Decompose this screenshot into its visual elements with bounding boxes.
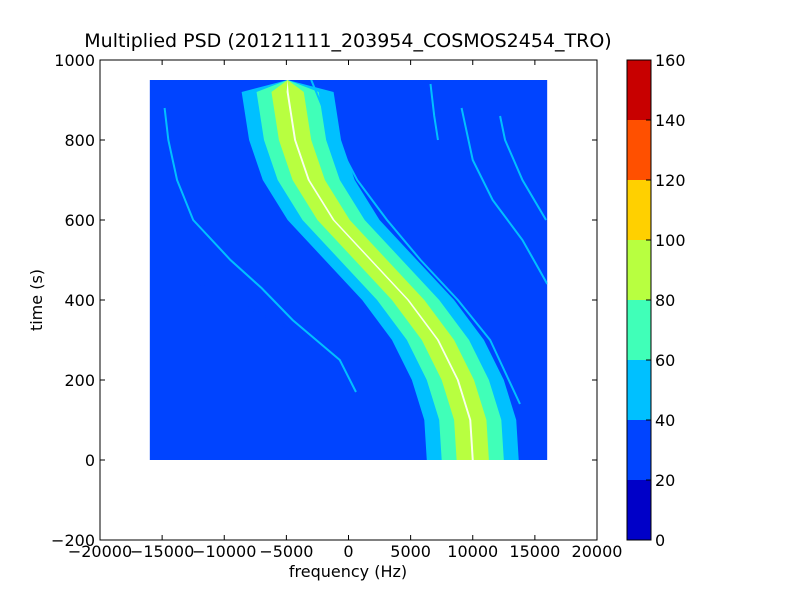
heatmap-layer	[149, 80, 548, 460]
x-tick-label: 5000	[390, 542, 431, 561]
colorbar-tick-label: 20	[655, 471, 675, 490]
y-tick-label: 0	[85, 451, 95, 470]
colorbar-segment	[627, 180, 651, 240]
y-tick-label: 1000	[54, 51, 95, 70]
colorbar-segment	[627, 120, 651, 180]
x-tick-label: −15000	[130, 542, 194, 561]
y-tick-label: 200	[64, 371, 95, 390]
y-tick-label: 800	[64, 131, 95, 150]
y-tick-label: −200	[51, 531, 95, 550]
colorbar-tick-label: 0	[655, 531, 665, 550]
x-tick-label: −10000	[192, 542, 256, 561]
main-trace-band-3	[286, 80, 474, 460]
y-axis-label: time (s)	[27, 269, 46, 331]
side-trace-5	[155, 267, 344, 373]
side-trace-1	[460, 107, 548, 285]
colorbar: 0 20 40 60 80 100 120 140 160	[626, 51, 686, 550]
x-tick-label: 10000	[447, 542, 498, 561]
colorbar-tick-label: 40	[655, 411, 675, 430]
colorbar-tick-label: 100	[655, 231, 686, 250]
colorbar-segment	[627, 480, 651, 540]
side-trace-4	[163, 107, 357, 393]
colorbar-tick-label: 140	[655, 111, 686, 130]
x-tick-label: 15000	[509, 542, 560, 561]
y-tick-label: 600	[64, 211, 95, 230]
x-tick-label: −20000	[68, 542, 132, 561]
chart-title: Multiplied PSD (20121111_203954_COSMOS24…	[84, 30, 611, 52]
colorbar-tick-label: 160	[655, 51, 686, 70]
x-axis-label: frequency (Hz)	[289, 562, 407, 581]
colorbar-segment	[627, 420, 651, 480]
y-axis: −200 0 200 400 600 800 1000	[51, 51, 597, 550]
colorbar-segment	[627, 300, 651, 360]
x-tick-label: 0	[343, 542, 353, 561]
x-tick-label: −5000	[259, 542, 313, 561]
y-tick-label: 400	[64, 291, 95, 310]
colorbar-segment	[627, 360, 651, 420]
colorbar-segment	[627, 240, 651, 300]
side-trace-3	[429, 83, 439, 141]
colorbar-tick-label: 60	[655, 351, 675, 370]
side-trace-2	[499, 115, 547, 221]
x-tick-label: 20000	[572, 542, 623, 561]
colorbar-segment	[627, 60, 651, 120]
colorbar-tick-label: 120	[655, 171, 686, 190]
x-axis: −20000−15000−10000 −5000 0 5000 10000 15000 20…	[68, 60, 623, 561]
colorbar-tick-label: 80	[655, 291, 675, 310]
side-trace-0	[310, 80, 521, 405]
